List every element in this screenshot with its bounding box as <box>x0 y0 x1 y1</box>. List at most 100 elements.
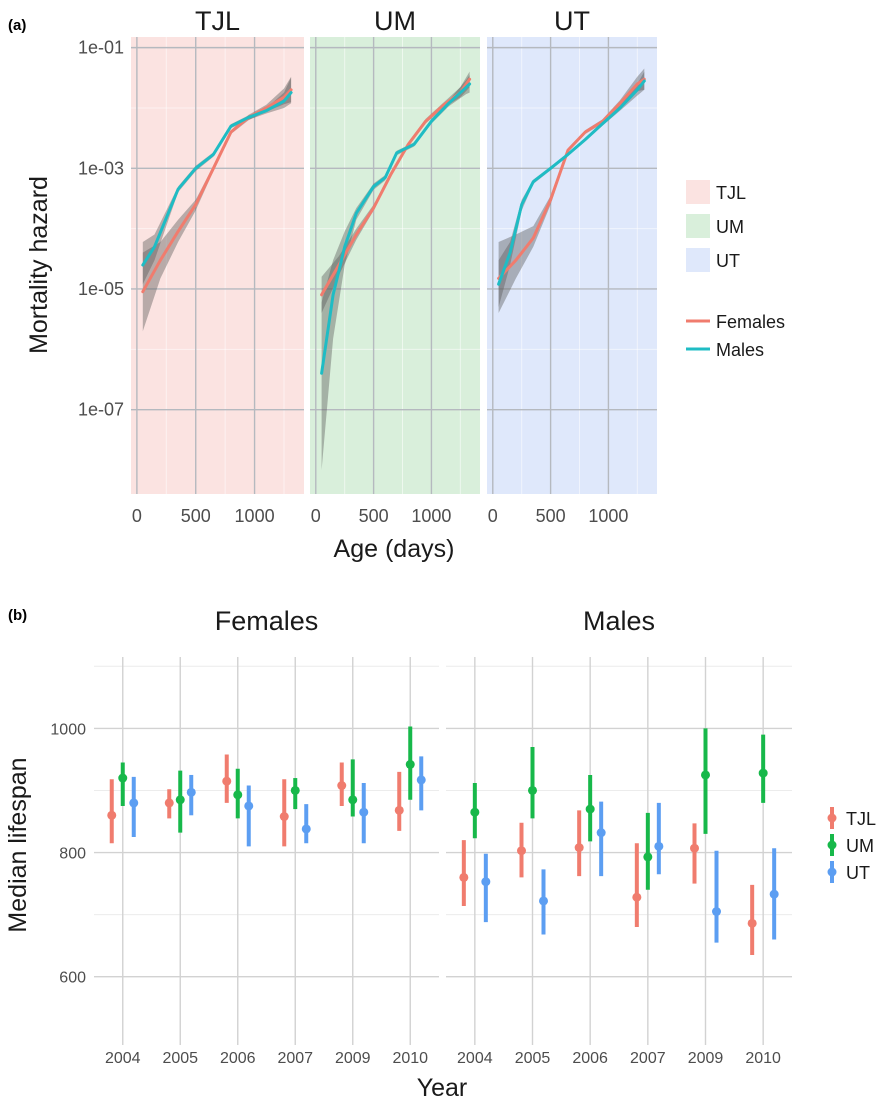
x-tick-label: 0 <box>132 506 142 526</box>
y-tick-label: 1e-07 <box>78 400 124 420</box>
point-females-um <box>348 795 358 805</box>
point-males-tjl <box>574 843 584 853</box>
x-tick-label: 2004 <box>457 1050 493 1067</box>
point-females-ut <box>129 798 139 808</box>
x-tick-label: 2007 <box>630 1050 666 1067</box>
legend-label: UM <box>846 836 874 856</box>
legend-swatch-ut <box>686 248 710 272</box>
y-tick-label: 1e-01 <box>78 38 124 58</box>
point-females-ut <box>416 775 426 785</box>
y-tick-label: 600 <box>59 970 86 987</box>
point-males-tjl <box>459 872 469 882</box>
panel-bg-tjl <box>131 37 304 494</box>
point-females-um <box>118 773 128 783</box>
point-males-ut <box>769 889 779 899</box>
point-females-ut <box>301 824 311 834</box>
point-males-um <box>758 768 768 778</box>
point-females-tjl <box>222 776 232 786</box>
point-females-tjl <box>394 805 404 815</box>
x-tick-label: 2009 <box>335 1050 371 1067</box>
legend-label: TJL <box>846 809 876 829</box>
x-tick-label: 2005 <box>162 1050 198 1067</box>
point-males-um <box>701 770 710 780</box>
point-females-tjl <box>107 810 117 820</box>
x-axis-title: Age (days) <box>334 535 455 563</box>
y-axis-title: Mortality hazard <box>25 176 53 354</box>
series-line-ut-females <box>497 77 646 280</box>
point-females-tjl <box>337 781 347 791</box>
series-line-um-males <box>320 82 472 375</box>
x-tick-label: 2006 <box>572 1050 608 1067</box>
panel-b-median-lifespan: (b) 2004 2005 2006 2007 2009 2010 Females 2004 20… <box>4 606 876 1102</box>
x-tick-label: 500 <box>181 506 211 526</box>
legend-label: UM <box>716 217 744 237</box>
x-tick-label: 0 <box>488 506 498 526</box>
point-females-ut <box>359 807 369 817</box>
x-tick-label: 1000 <box>235 506 275 526</box>
y-tick-label: 800 <box>59 846 86 863</box>
ci-band-ut-males <box>498 71 645 308</box>
x-tick-label: 1000 <box>411 506 451 526</box>
legend-label: Females <box>716 312 785 332</box>
point-males-um <box>528 785 537 795</box>
point-females-um <box>233 790 243 800</box>
legend-label: TJL <box>716 183 746 203</box>
point-males-tjl <box>747 918 757 928</box>
x-axis-title: Year <box>417 1074 468 1102</box>
facet-label-um: UM <box>374 6 416 36</box>
legend-point-tjl <box>827 813 837 823</box>
x-tick-label: 500 <box>359 506 389 526</box>
point-females-um <box>175 795 185 805</box>
legend-point-um <box>827 840 837 850</box>
point-males-um <box>470 807 480 817</box>
facet-label-females: Females <box>215 606 319 636</box>
panel-bg-ut <box>487 37 657 494</box>
point-females-ut <box>186 787 196 797</box>
series-line-tjl-females <box>141 88 293 294</box>
point-females-tjl <box>164 798 174 808</box>
y-tick-label: 1e-03 <box>78 158 124 178</box>
panel-label-b: (b) <box>8 607 27 624</box>
panel-a-mortality-hazard: (a) TJL 0 500 1000 UM 0 500 1000 UT 0 500 1000 1e-07 1… <box>8 6 785 563</box>
x-tick-label: 500 <box>536 506 566 526</box>
point-males-um <box>643 852 653 862</box>
series-line-ut-males <box>497 79 646 286</box>
y-tick-label: 1000 <box>50 721 86 738</box>
point-males-ut <box>712 907 721 917</box>
x-tick-label: 1000 <box>588 506 628 526</box>
x-tick-label: 2004 <box>105 1050 141 1067</box>
point-females-tjl <box>279 812 289 822</box>
x-tick-label: 2010 <box>392 1050 428 1067</box>
point-males-um <box>585 804 595 814</box>
point-males-ut <box>596 828 606 838</box>
point-males-ut <box>654 841 664 851</box>
point-males-ut <box>539 896 548 906</box>
point-males-tjl <box>632 892 642 902</box>
y-axis-title: Median lifespan <box>4 757 32 932</box>
point-males-ut <box>481 877 491 887</box>
y-tick-label: 1e-05 <box>78 279 124 299</box>
point-females-um <box>290 785 300 795</box>
legend-label: UT <box>846 863 870 883</box>
x-tick-label: 0 <box>311 506 321 526</box>
x-tick-label: 2006 <box>220 1050 256 1067</box>
x-tick-label: 2005 <box>515 1050 551 1067</box>
x-tick-label: 2010 <box>745 1050 781 1067</box>
facet-label-ut: UT <box>554 6 590 36</box>
facet-label-tjl: TJL <box>195 6 240 36</box>
series-line-tjl-males <box>141 91 293 267</box>
point-males-tjl <box>690 843 699 853</box>
panel-label-a: (a) <box>8 17 26 34</box>
x-tick-label: 2009 <box>688 1050 724 1067</box>
x-tick-label: 2007 <box>277 1050 313 1067</box>
legend-label: UT <box>716 251 740 271</box>
legend-point-ut <box>827 867 837 877</box>
legend-swatch-um <box>686 214 710 238</box>
facet-label-males: Males <box>583 606 655 636</box>
point-females-ut <box>244 801 254 811</box>
legend-swatch-tjl <box>686 180 710 204</box>
point-males-tjl <box>517 846 526 856</box>
legend-label: Males <box>716 340 764 360</box>
point-females-um <box>405 759 415 769</box>
